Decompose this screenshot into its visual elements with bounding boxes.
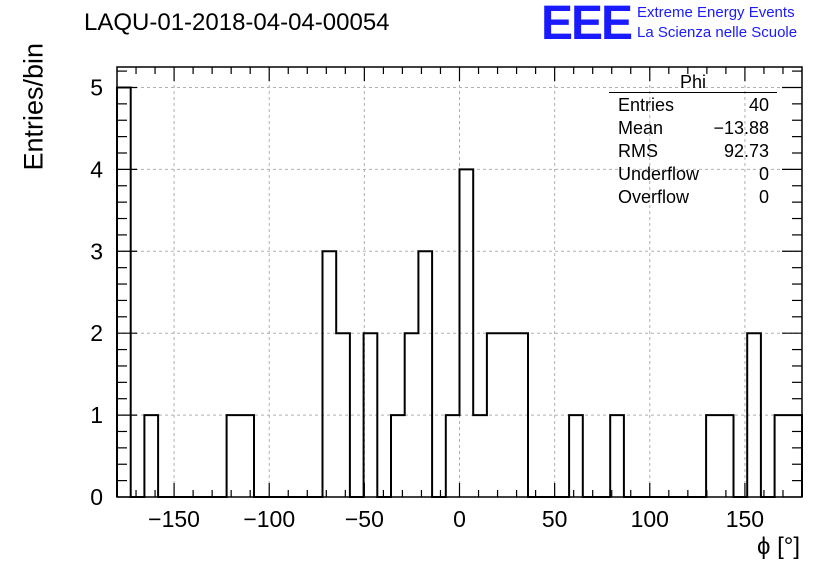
histogram-bin <box>240 415 254 497</box>
x-axis-label: ϕ [°] <box>756 533 800 560</box>
x-tick-label: 150 <box>726 506 764 532</box>
x-tick-label: 50 <box>542 506 568 532</box>
logo-line-1: Extreme Energy Events <box>637 4 795 21</box>
stats-label: Entries <box>618 95 675 115</box>
stats-row: Underflow 0 <box>609 163 777 186</box>
logo-line-2: La Scienza nelle Scuole <box>637 24 798 41</box>
eee-logo: EEE <box>541 0 633 50</box>
y-axis-label: Entries/bin <box>18 42 49 171</box>
histogram-bin <box>487 333 501 497</box>
histogram-bin <box>117 87 131 497</box>
logo-caption: Extreme Energy Events La Scienza nelle S… <box>637 3 797 43</box>
y-tick-label: 4 <box>90 156 103 182</box>
histogram-bin <box>391 415 405 497</box>
x-tick-label: −150 <box>148 506 200 532</box>
stats-label: Mean <box>618 118 664 138</box>
x-tick-label: −100 <box>243 506 295 532</box>
histogram-bin <box>775 415 789 497</box>
stats-row: Entries 40 <box>609 94 777 117</box>
y-tick-label: 1 <box>90 402 103 428</box>
y-tick-label: 2 <box>90 320 103 346</box>
y-tick-label: 0 <box>90 484 103 510</box>
stats-value: 0 <box>758 187 769 207</box>
histogram-bin <box>610 415 624 497</box>
stats-row: Overflow 0 <box>609 186 777 209</box>
histogram-bin <box>323 251 337 497</box>
histogram-bin <box>446 415 460 497</box>
histogram-bin <box>144 415 158 497</box>
chart-title: LAQU-01-2018-04-04-00054 <box>84 9 390 36</box>
stats-title: Phi <box>609 72 777 93</box>
stats-label: RMS <box>618 141 658 161</box>
stats-label: Underflow <box>618 164 700 184</box>
stats-row: Mean −13.88 <box>609 117 777 140</box>
x-tick-label: −50 <box>345 506 384 532</box>
histogram-bin <box>569 415 583 497</box>
x-tick-label: 0 <box>453 506 466 532</box>
stats-label: Overflow <box>618 187 690 207</box>
stats-value: 0 <box>758 164 769 184</box>
stats-value: 92.73 <box>723 141 769 161</box>
stats-value: 40 <box>748 95 769 115</box>
stats-value: −13.88 <box>713 118 769 138</box>
histogram-bin <box>788 415 802 497</box>
y-tick-label: 5 <box>90 74 103 100</box>
histogram-bin <box>473 415 487 497</box>
histogram-bin <box>720 415 734 497</box>
x-tick-label: 100 <box>631 506 669 532</box>
stats-row: RMS 92.73 <box>609 140 777 163</box>
histogram-bin <box>227 415 241 497</box>
histogram-bin <box>418 251 432 497</box>
histogram-bin <box>706 415 720 497</box>
y-tick-label: 3 <box>90 238 103 264</box>
stats-box: Phi Entries 40 Mean −13.88 RMS 92.73 Und… <box>609 72 777 209</box>
